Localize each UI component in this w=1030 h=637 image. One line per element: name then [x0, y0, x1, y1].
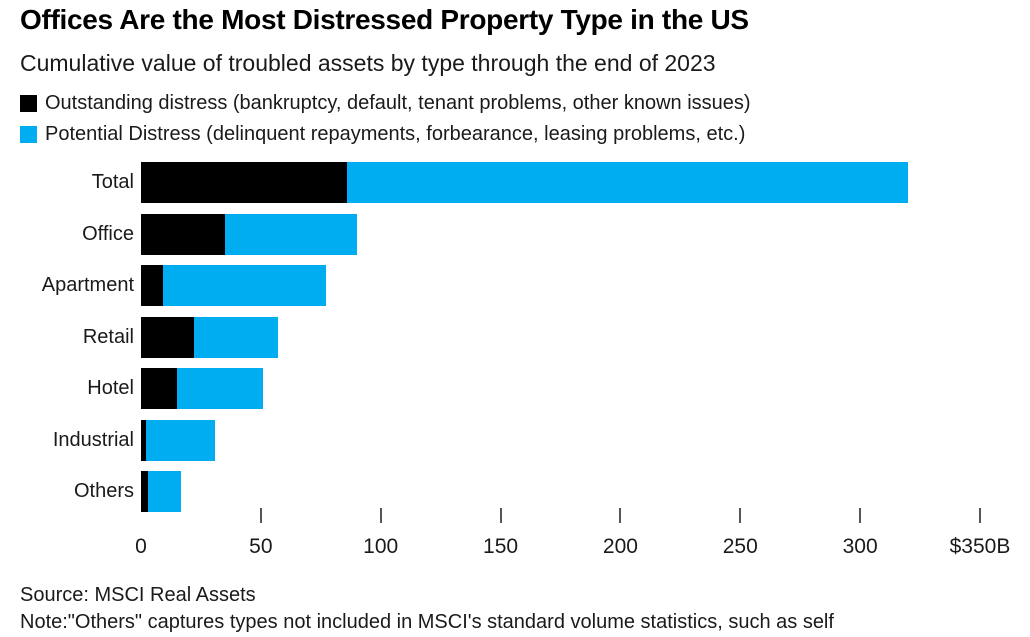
bar-segment-potential — [176, 368, 264, 409]
legend-swatch-potential-icon — [20, 125, 37, 143]
bar-segment-outstanding — [141, 471, 149, 512]
axis-tick — [259, 508, 262, 523]
category-label: Total — [91, 171, 134, 193]
bar-segment-potential — [347, 162, 909, 203]
axis-tick-label: 150 — [483, 535, 519, 558]
category-label: Apartment — [41, 274, 134, 296]
category-label: Office — [82, 222, 134, 245]
bar-segment-potential — [145, 419, 216, 461]
bar-chart: Total Office Apartment Retail Hotel Industria… — [0, 162, 1010, 512]
bar-segment-outstanding — [141, 419, 146, 461]
bar-segment-potential — [193, 316, 278, 358]
bar-track — [141, 265, 980, 306]
axis-tick — [739, 508, 742, 523]
bar-segment-potential — [162, 265, 326, 306]
axis-tick-label: $350B — [949, 535, 1011, 558]
bar-track — [141, 471, 980, 512]
bar-track — [141, 162, 980, 203]
bar-row: Industrial — [0, 419, 1010, 461]
axis-tick-label: 200 — [602, 535, 638, 558]
bar-segment-potential — [148, 471, 181, 512]
bar-segment-outstanding — [141, 265, 163, 306]
axis-tick-label: 100 — [363, 535, 399, 558]
bar-row: Others — [0, 471, 1010, 512]
category-label: Retail — [82, 325, 134, 348]
axis-tick — [379, 508, 382, 523]
chart-title: Offices Are the Most Distressed Property… — [20, 4, 749, 35]
axis-tick-label: 250 — [722, 535, 758, 558]
bar-row: Hotel — [0, 368, 1010, 409]
bar-segment-outstanding — [141, 213, 225, 255]
category-label: Others — [73, 480, 134, 502]
legend: Outstanding distress (bankruptcy, defaul… — [20, 91, 751, 153]
axis-tick — [499, 508, 502, 523]
bar-track — [141, 316, 980, 358]
bar-row: Retail — [0, 316, 1010, 358]
chart-subtitle: Cumulative value of troubled assets by t… — [20, 50, 716, 76]
bar-row: Apartment — [0, 265, 1010, 306]
category-label: Hotel — [87, 377, 134, 399]
bar-track — [141, 368, 980, 409]
bar-row: Office — [0, 213, 1010, 255]
bar-track — [141, 419, 980, 461]
category-label: Industrial — [52, 428, 134, 451]
legend-swatch-outstanding-icon — [20, 94, 37, 112]
bar-row: Total — [0, 162, 1010, 203]
axis-tick — [859, 508, 862, 523]
axis-tick-label: 300 — [842, 535, 878, 558]
legend-item-potential: Potential Distress (delinquent repayment… — [20, 122, 751, 146]
x-axis: 0 50 100 150 200 250 300 $350B — [135, 508, 1010, 568]
footnote: Note:"Others" captures types not include… — [20, 611, 834, 633]
source-note: Source: MSCI Real Assets — [20, 584, 256, 606]
legend-label-potential: Potential Distress (delinquent repayment… — [45, 122, 746, 145]
axis-tick-label: 0 — [135, 535, 147, 558]
legend-item-outstanding: Outstanding distress (bankruptcy, defaul… — [20, 91, 751, 115]
bar-track — [141, 213, 980, 255]
axis-tick — [619, 508, 622, 523]
axis-tick — [979, 508, 981, 523]
bar-segment-outstanding — [141, 368, 177, 409]
bar-segment-outstanding — [141, 162, 348, 203]
legend-label-outstanding: Outstanding distress (bankruptcy, defaul… — [45, 91, 751, 114]
bar-segment-outstanding — [141, 316, 194, 358]
bar-segment-potential — [224, 213, 357, 255]
axis-tick-label: 50 — [249, 535, 273, 558]
